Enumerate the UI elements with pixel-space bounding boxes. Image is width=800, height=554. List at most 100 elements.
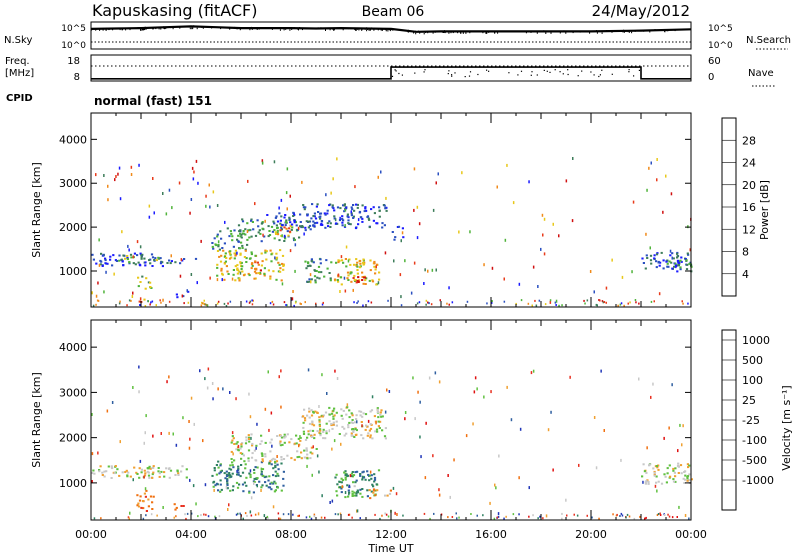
scatter-cell <box>506 385 508 389</box>
scatter-cell <box>352 288 354 292</box>
heat-cell <box>283 433 286 436</box>
noise-point <box>387 30 389 32</box>
heat-cell <box>364 478 367 481</box>
scatter-cell <box>152 177 154 180</box>
heat-cell <box>376 222 379 225</box>
heat-cell <box>270 253 273 256</box>
heat-cell <box>151 508 154 510</box>
heat-cell <box>244 467 247 470</box>
heat-cell <box>92 469 95 472</box>
heat-cell <box>641 475 644 478</box>
heat-cell <box>223 262 226 265</box>
heat-cell <box>329 277 332 280</box>
heat-cell <box>241 265 244 268</box>
scatter-cell <box>476 387 478 391</box>
nave-point <box>395 70 397 72</box>
scatter-cell <box>289 249 292 253</box>
heat-cell <box>276 220 280 223</box>
noise-point <box>424 31 426 33</box>
heat-cell <box>336 483 339 486</box>
noise-point <box>559 30 560 33</box>
heat-cell <box>354 428 357 430</box>
heat-cell <box>306 414 309 417</box>
heat-cell <box>270 260 273 263</box>
heat-cell <box>233 252 236 255</box>
ground-cell <box>623 304 625 307</box>
heat-cell <box>338 219 342 222</box>
heat-cell <box>140 506 143 509</box>
heat-cell <box>354 227 358 230</box>
heat-cell <box>370 490 373 493</box>
noise-point <box>525 31 527 34</box>
noise-point <box>144 26 146 29</box>
heat-cell <box>283 441 286 444</box>
heat-cell <box>238 247 241 250</box>
scatter-cell <box>532 265 535 269</box>
heat-cell <box>313 225 316 228</box>
heat-cell <box>225 265 228 268</box>
heat-cell <box>672 257 675 260</box>
scatter-cell <box>221 278 223 282</box>
heat-cell <box>277 261 280 264</box>
heat-cell <box>113 472 116 475</box>
heat-cell <box>373 473 376 476</box>
ground-cell <box>185 517 187 520</box>
heat-cell <box>672 467 675 470</box>
heat-cell <box>212 485 215 488</box>
scatter-cell <box>291 297 294 301</box>
power-colorbar-label: Power [dB] <box>758 180 771 240</box>
noise-point <box>368 29 370 31</box>
ground-cell <box>294 301 297 304</box>
scatter-cell <box>435 268 437 272</box>
noise-right-label: N.Search <box>746 35 791 46</box>
scatter-cell <box>418 222 421 226</box>
heat-cell <box>313 222 316 225</box>
heat-cell <box>240 236 243 239</box>
ground-cell <box>659 514 662 516</box>
heat-cell <box>247 229 250 232</box>
scatter-cell <box>132 386 134 389</box>
heat-cell <box>324 226 327 229</box>
heat-cell <box>245 257 248 260</box>
heat-cell <box>336 279 339 281</box>
heat-cell <box>273 490 276 493</box>
ground-cell <box>272 303 275 306</box>
heat-cell <box>302 433 306 435</box>
heat-cell <box>274 482 277 485</box>
heat-cell <box>342 261 345 264</box>
heat-cell <box>177 474 180 476</box>
heat-cell <box>226 479 229 482</box>
colorbar-tick-label: 24 <box>742 157 756 170</box>
heat-cell <box>359 414 362 417</box>
ground-cell <box>602 301 605 304</box>
heat-cell <box>279 219 282 222</box>
noise-point <box>486 32 488 34</box>
heat-cell <box>365 209 368 212</box>
noise-point <box>155 27 157 30</box>
scatter-cell <box>432 208 435 212</box>
heat-cell <box>361 204 364 207</box>
heat-cell <box>326 212 329 215</box>
scatter-cell <box>212 397 214 401</box>
ground-cell <box>448 303 450 306</box>
heat-cell <box>269 275 272 278</box>
heat-cell <box>276 486 279 489</box>
heat-cell <box>655 481 658 484</box>
heat-cell <box>341 425 344 428</box>
heat-cell <box>268 461 271 464</box>
noise-point <box>333 29 334 31</box>
heat-cell <box>333 414 336 417</box>
heat-cell <box>239 475 242 478</box>
heat-cell <box>276 463 279 466</box>
noise-point <box>291 28 293 30</box>
nave-point <box>581 70 583 72</box>
ground-cell <box>387 515 390 518</box>
heat-cell <box>137 505 141 508</box>
noise-point <box>418 30 419 33</box>
heat-cell <box>146 470 149 473</box>
scatter-cell <box>399 273 402 277</box>
heat-cell <box>143 257 146 260</box>
ground-cell <box>561 304 563 307</box>
heat-cell <box>319 212 323 215</box>
nave-point <box>559 71 561 73</box>
